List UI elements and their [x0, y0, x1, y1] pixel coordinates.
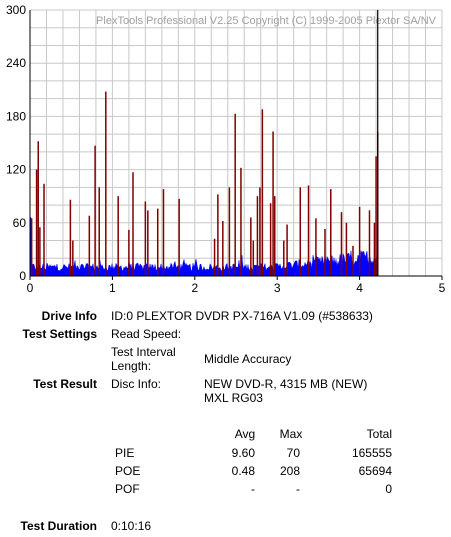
x-axis-ticks: 0 1 2 3 4 5 [27, 276, 446, 295]
poe-spike [324, 229, 326, 276]
poe-spike [98, 187, 100, 276]
x-tick-label: 3 [274, 281, 281, 295]
test-interval-value: Middle Accuracy [204, 352, 292, 366]
results-row-total: 65694 [358, 464, 392, 478]
poe-spike [228, 187, 231, 276]
test-settings-label: Test Settings [22, 327, 97, 341]
poe-spike [259, 187, 261, 276]
poe-spike [222, 221, 224, 276]
poe-spike [72, 240, 74, 276]
poe-spike [69, 199, 72, 276]
y-tick-label: 0 [19, 269, 26, 283]
poe-spike [162, 189, 165, 276]
test-duration-value: 0:10:16 [111, 519, 152, 533]
poe-spike [252, 240, 255, 276]
results-row-avg: 0.48 [231, 464, 255, 478]
results-row-name: PIE [115, 446, 135, 460]
plot-area [30, 10, 442, 276]
poe-spike [240, 167, 242, 276]
poe-spike [375, 156, 377, 276]
results-header-total: Total [366, 427, 392, 441]
results-row-avg: - [251, 482, 255, 496]
y-tick-label: 180 [6, 109, 26, 123]
results-row-name: POF [115, 482, 140, 496]
poe-spike [35, 169, 38, 276]
results-row-total: 0 [385, 482, 392, 496]
test-interval-label-line1: Test Interval [111, 345, 176, 359]
poe-spike [128, 229, 130, 276]
x-tick-label: 5 [439, 281, 446, 295]
poe-spike [144, 201, 147, 276]
poe-spike [250, 217, 252, 276]
x-tick-label: 1 [109, 281, 116, 295]
results-row-total: 165555 [351, 446, 392, 460]
poe-spike [117, 196, 119, 276]
x-tick-label: 4 [356, 281, 363, 295]
chart-title: PlexTools Professional V2.25 Copyright (… [96, 15, 437, 27]
poe-spike [273, 196, 276, 276]
results-header-max: Max [279, 427, 303, 441]
poe-spike [43, 183, 45, 276]
poe-spike [368, 210, 371, 276]
pie-series [29, 217, 378, 277]
results-row-avg: 9.60 [231, 446, 255, 460]
y-tick-label: 60 [13, 216, 27, 230]
pie-fill [29, 217, 378, 277]
poe-spike [269, 203, 272, 276]
poe-spike [217, 194, 219, 276]
error-chart: PlexTools Professional V2.25 Copyright (… [6, 3, 446, 295]
poe-spike [358, 206, 361, 276]
results-row-max: 208 [279, 464, 300, 478]
y-axis-ticks: 0 60 120 180 240 300 [6, 3, 26, 283]
y-tick-label: 120 [6, 163, 26, 177]
poe-spike [299, 187, 302, 276]
poe-spike [132, 172, 134, 276]
poe-spike [156, 208, 159, 276]
poe-spike [261, 109, 264, 276]
poe-spike [272, 131, 274, 276]
poe-spike [345, 222, 348, 276]
y-tick-label: 240 [6, 56, 26, 70]
poe-spike [286, 224, 288, 276]
x-tick-label: 2 [191, 281, 198, 295]
poe-spike [256, 196, 259, 276]
test-duration-label: Test Duration [20, 519, 97, 533]
x-tick-label: 0 [27, 281, 34, 295]
test-interval-label-line2: Length: [111, 359, 152, 373]
disc-info-line1: NEW DVD-R, 4315 MB (NEW) [204, 377, 368, 391]
poe-spike [213, 238, 216, 276]
disc-info-label: Disc Info: [111, 377, 162, 391]
poe-spike [39, 227, 41, 276]
poe-spike [94, 145, 96, 276]
results-header-avg: Avg [234, 427, 256, 441]
poe-spike [352, 245, 354, 276]
y-tick-label: 300 [6, 3, 26, 17]
test-result-label: Test Result [33, 377, 97, 391]
read-speed-label: Read Speed: [111, 327, 182, 341]
poe-spike [340, 212, 343, 276]
poe-spike [30, 218, 33, 276]
drive-info-label: Drive Info [41, 309, 97, 323]
poe-spike [315, 218, 317, 276]
poe-spike [330, 189, 332, 276]
poe-spike [283, 240, 285, 276]
results-row-name: POE [115, 464, 141, 478]
poe-spike [88, 215, 91, 276]
poe-spike [178, 198, 180, 276]
poe-spike [307, 185, 310, 276]
poe-spike [373, 222, 376, 276]
drive-info-value: ID:0 PLEXTOR DVDR PX-716A V1.09 (#538633… [111, 309, 373, 323]
results-row-max: - [296, 482, 300, 496]
poe-spike [234, 113, 236, 277]
poe-spike [37, 141, 39, 276]
poe-spike [147, 210, 149, 276]
disc-info-line2: MXL RG03 [204, 391, 263, 405]
results-row-max: 70 [286, 446, 300, 460]
poe-spike [105, 91, 107, 276]
